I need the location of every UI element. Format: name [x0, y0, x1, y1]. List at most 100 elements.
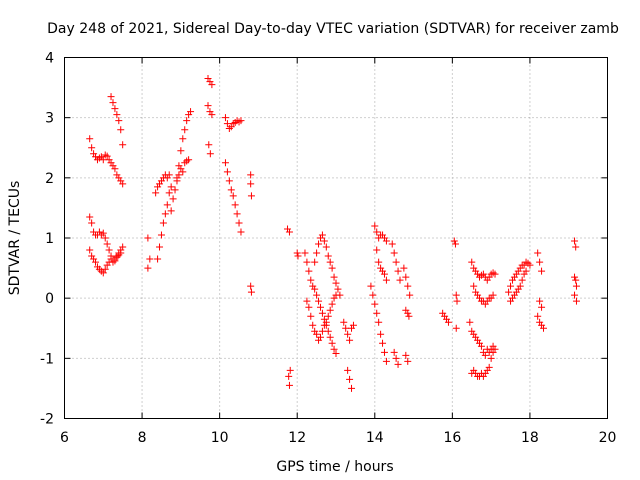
- data-point: [477, 271, 485, 279]
- data-point: [161, 210, 169, 218]
- data-point: [117, 249, 125, 257]
- data-point: [229, 120, 237, 128]
- series-arc-e3: [373, 246, 390, 284]
- data-point: [205, 141, 213, 149]
- data-point: [305, 303, 313, 311]
- data-point: [311, 258, 319, 266]
- data-point: [99, 229, 107, 237]
- data-point: [572, 243, 580, 251]
- data-point: [375, 258, 383, 266]
- data-point: [109, 162, 117, 170]
- data-point: [95, 154, 103, 162]
- data-point: [349, 321, 357, 329]
- data-point: [318, 231, 326, 239]
- data-point: [208, 111, 216, 119]
- data-point: [512, 288, 520, 296]
- data-point: [382, 237, 390, 245]
- data-point: [344, 366, 352, 374]
- data-point: [508, 294, 516, 302]
- data-point: [526, 261, 534, 269]
- series-arc-d3: [303, 291, 340, 344]
- data-point: [247, 288, 255, 296]
- data-point: [489, 348, 497, 356]
- data-point: [231, 118, 239, 126]
- data-point: [105, 246, 113, 254]
- data-point: [157, 231, 165, 239]
- data-point: [223, 168, 231, 176]
- series-arc-d2: [301, 249, 340, 358]
- series-arc-b2: [152, 171, 173, 197]
- data-point: [472, 288, 480, 296]
- data-point: [144, 234, 152, 242]
- data-point: [402, 306, 410, 314]
- data-point: [472, 333, 480, 341]
- data-point: [328, 264, 336, 272]
- series-arc-g3: [534, 249, 548, 332]
- data-point: [86, 213, 94, 221]
- data-point: [322, 318, 330, 326]
- data-point: [516, 264, 524, 272]
- data-point: [119, 243, 127, 251]
- data-point: [452, 324, 460, 332]
- data-point: [571, 291, 579, 299]
- data-point: [187, 108, 195, 116]
- data-point: [476, 294, 484, 302]
- data-point: [88, 252, 96, 260]
- data-point: [571, 273, 579, 281]
- data-point: [97, 153, 105, 161]
- data-point: [326, 333, 334, 341]
- data-point: [404, 309, 412, 317]
- data-point: [117, 126, 125, 134]
- data-point: [225, 177, 233, 185]
- data-point: [571, 237, 579, 245]
- y-tick-label: 3: [45, 111, 54, 127]
- data-point: [109, 99, 117, 107]
- series-arc-f5: [470, 282, 497, 308]
- series-arc-f1: [439, 237, 461, 332]
- data-point: [221, 159, 229, 167]
- series-arc-d5: [340, 318, 357, 392]
- series-arc-a1: [86, 135, 127, 188]
- series-arc-e2: [371, 222, 390, 245]
- data-point: [156, 243, 164, 251]
- data-point: [316, 333, 324, 341]
- data-point: [156, 180, 164, 188]
- data-point: [348, 384, 356, 392]
- data-point: [505, 288, 513, 296]
- data-point: [185, 156, 193, 164]
- data-point: [377, 330, 385, 338]
- y-tick-label: -1: [40, 351, 54, 367]
- data-point: [109, 258, 117, 266]
- data-point: [380, 270, 388, 278]
- data-point: [489, 269, 497, 277]
- x-tick-label: 18: [521, 430, 539, 446]
- data-point: [320, 237, 328, 245]
- data-point: [227, 123, 235, 131]
- data-point: [483, 276, 491, 284]
- data-point: [221, 114, 229, 122]
- data-point: [101, 265, 109, 273]
- data-point: [318, 309, 326, 317]
- data-point: [392, 258, 400, 266]
- data-point: [144, 264, 152, 272]
- data-point: [324, 252, 332, 260]
- data-point: [311, 327, 319, 335]
- data-point: [285, 372, 293, 380]
- y-tick-label: 2: [45, 171, 54, 187]
- data-point: [373, 228, 381, 236]
- data-point: [330, 294, 338, 302]
- data-point: [315, 240, 323, 248]
- data-point: [377, 264, 385, 272]
- data-point: [305, 267, 313, 275]
- data-point: [404, 357, 412, 365]
- data-point: [185, 111, 193, 119]
- data-point: [183, 117, 191, 125]
- data-point: [470, 330, 478, 338]
- data-point: [485, 273, 493, 281]
- data-point: [107, 255, 115, 263]
- data-point: [315, 336, 323, 344]
- data-point: [92, 258, 100, 266]
- data-point: [247, 282, 255, 290]
- x-axis-label: GPS time / hours: [276, 459, 393, 475]
- data-point: [171, 186, 179, 194]
